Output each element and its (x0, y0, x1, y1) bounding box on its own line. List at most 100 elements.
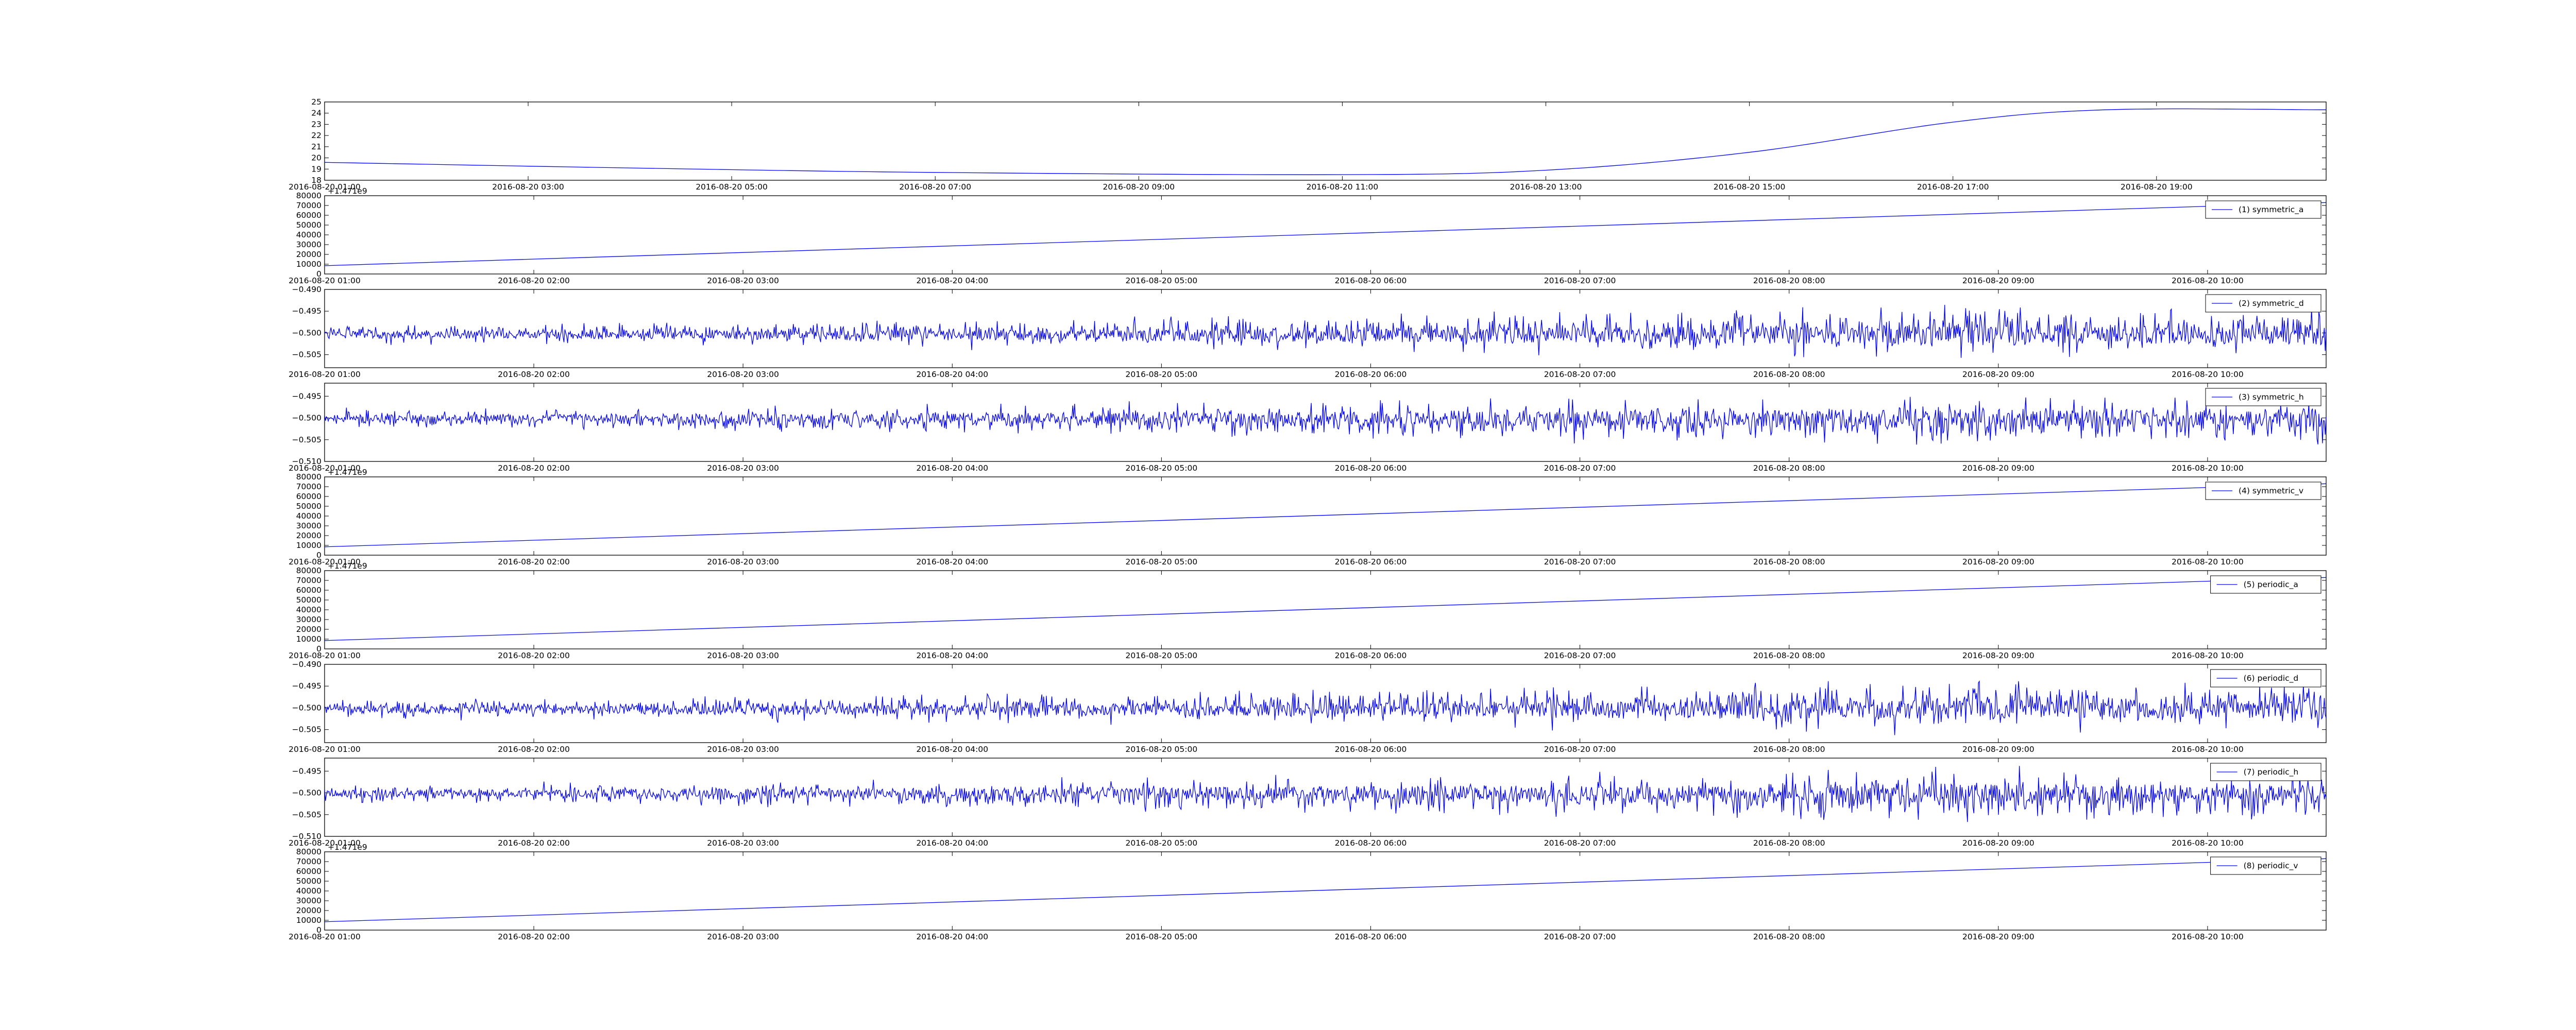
x-tick-label: 2016-08-20 08:00 (1753, 557, 1825, 566)
y-tick-label: −0.490 (292, 285, 321, 294)
y-tick-label: 24 (311, 109, 321, 118)
legend: (7) periodic_h (2210, 763, 2321, 781)
y-tick-label: 80000 (296, 847, 321, 856)
x-tick-label: 2016-08-20 04:00 (916, 464, 988, 473)
x-tick-label: 2016-08-20 03:00 (707, 932, 779, 941)
x-tick-label: 2016-08-20 05:00 (1126, 464, 1198, 473)
legend-label: (8) periodic_v (2244, 861, 2298, 871)
x-tick-label: 2016-08-20 10:00 (2172, 370, 2244, 379)
x-tick-label: 2016-08-20 07:00 (1544, 932, 1616, 941)
legend: (3) symmetric_h (2205, 388, 2321, 406)
x-tick-label: 2016-08-20 03:00 (492, 182, 564, 192)
y-tick-label: 21 (311, 142, 321, 151)
legend: (1) symmetric_a (2205, 200, 2321, 219)
y-tick-label: −0.505 (292, 810, 321, 819)
legend: (5) periodic_a (2210, 575, 2321, 594)
x-tick-label: 2016-08-20 09:00 (1962, 276, 2035, 285)
series-line (324, 397, 2327, 445)
y-tick-label: −0.490 (292, 660, 321, 669)
axes-frame (324, 195, 2327, 274)
x-tick-label: 2016-08-20 04:00 (916, 838, 988, 848)
y-tick-label: 10000 (296, 634, 321, 644)
x-tick-label: 2016-08-20 01:00 (289, 838, 361, 848)
x-tick-label: 2016-08-20 10:00 (2172, 932, 2244, 941)
y-tick-label: −0.510 (292, 832, 321, 841)
x-tick-label: 2016-08-20 06:00 (1335, 745, 1407, 754)
x-tick-label: 2016-08-20 01:00 (289, 745, 361, 754)
y-tick-label: 70000 (296, 201, 321, 210)
y-tick-label: 0 (316, 269, 321, 279)
x-tick-label: 2016-08-20 08:00 (1753, 745, 1825, 754)
y-tick-label: 30000 (296, 615, 321, 624)
x-tick-label: 2016-08-20 07:00 (1544, 370, 1616, 379)
y-tick-label: 50000 (296, 220, 321, 230)
offset-text: +1.471e9 (328, 561, 367, 571)
legend-label: (4) symmetric_v (2239, 486, 2303, 496)
y-tick-label: −0.495 (292, 766, 321, 776)
x-tick-label: 2016-08-20 07:00 (1544, 838, 1616, 848)
y-tick-label: 25 (311, 97, 321, 107)
axes-frame (324, 383, 2327, 462)
x-tick-label: 2016-08-20 05:00 (1126, 651, 1198, 660)
x-tick-label: 2016-08-20 06:00 (1335, 557, 1407, 566)
x-tick-label: 2016-08-20 07:00 (1544, 276, 1616, 285)
x-tick-label: 2016-08-20 11:00 (1307, 182, 1379, 192)
x-tick-label: 2016-08-20 13:00 (1510, 182, 1582, 192)
y-tick-label: 80000 (296, 472, 321, 482)
subplot-7: −0.505 −0.500 −0.495 −0.490 2016-08-20 01:00… (289, 660, 2327, 754)
x-tick-label: 2016-08-20 01:00 (289, 276, 361, 285)
x-tick-label: 2016-08-20 04:00 (916, 932, 988, 941)
subplot-6: 0100002000030000400005000060000700008000… (289, 561, 2327, 660)
y-tick-label: 50000 (296, 877, 321, 886)
y-tick-label: 10000 (296, 541, 321, 550)
x-tick-label: 2016-08-20 04:00 (916, 370, 988, 379)
y-tick-label: −0.505 (292, 350, 321, 359)
x-tick-label: 2016-08-20 03:00 (707, 651, 779, 660)
x-tick-label: 2016-08-20 09:00 (1962, 651, 2035, 660)
x-tick-label: 2016-08-20 06:00 (1335, 370, 1407, 379)
x-tick-label: 2016-08-20 08:00 (1753, 370, 1825, 379)
x-tick-label: 2016-08-20 08:00 (1753, 464, 1825, 473)
x-tick-label: 2016-08-20 08:00 (1753, 932, 1825, 941)
y-tick-label: −0.495 (292, 681, 321, 691)
y-tick-label: 70000 (296, 576, 321, 585)
x-tick-label: 2016-08-20 02:00 (498, 276, 570, 285)
y-tick-label: 70000 (296, 857, 321, 866)
y-tick-label: 20 (311, 153, 321, 163)
x-tick-label: 2016-08-20 04:00 (916, 745, 988, 754)
subplot-8: −0.510 −0.505 −0.500 −0.495 2016-08-20 01:00… (289, 758, 2327, 848)
y-tick-label: 50000 (296, 502, 321, 511)
series-line (324, 680, 2327, 735)
x-tick-label: 2016-08-20 06:00 (1335, 276, 1407, 285)
y-tick-label: 20000 (296, 906, 321, 915)
x-tick-label: 2016-08-20 05:00 (696, 182, 768, 192)
y-tick-label: 0 (316, 925, 321, 935)
legend-label: (5) periodic_a (2244, 580, 2298, 590)
legend-label: (6) periodic_d (2244, 674, 2299, 683)
legend: (6) periodic_d (2210, 669, 2321, 688)
x-tick-label: 2016-08-20 05:00 (1126, 745, 1198, 754)
x-tick-label: 2016-08-20 09:00 (1962, 932, 2035, 941)
x-tick-label: 2016-08-20 10:00 (2172, 557, 2244, 566)
x-tick-label: 2016-08-20 02:00 (498, 651, 570, 660)
subplot-2: 0100002000030000400005000060000700008000… (289, 186, 2327, 285)
axes-frame (324, 851, 2327, 931)
series-line (324, 304, 2327, 358)
x-tick-label: 2016-08-20 01:00 (289, 557, 361, 566)
legend-box (2205, 200, 2321, 219)
offset-text: +1.471e9 (328, 186, 367, 196)
y-tick-label: 80000 (296, 191, 321, 200)
y-tick-label: 18 (311, 176, 321, 185)
series-line (324, 483, 2327, 547)
x-tick-label: 2016-08-20 02:00 (498, 838, 570, 848)
legend: (4) symmetric_v (2205, 482, 2321, 500)
x-tick-label: 2016-08-20 05:00 (1126, 932, 1198, 941)
axes-frame (324, 664, 2327, 743)
x-tick-label: 2016-08-20 03:00 (707, 370, 779, 379)
subplot-5: 0100002000030000400005000060000700008000… (289, 468, 2327, 566)
series-line (324, 766, 2327, 822)
x-tick-label: 2016-08-20 07:00 (1544, 745, 1616, 754)
x-tick-label: 2016-08-20 06:00 (1335, 838, 1407, 848)
